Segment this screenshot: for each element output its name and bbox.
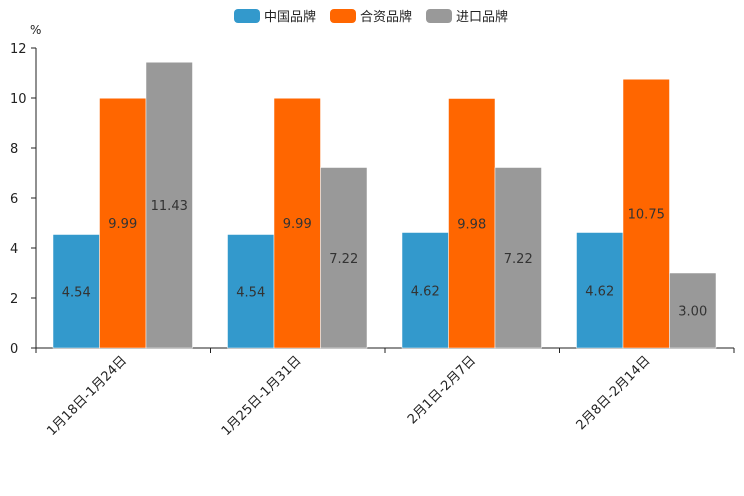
y-tick-label: 8 [10, 142, 18, 157]
bar [494, 167, 542, 349]
x-tick-label: 1月18日-1月24日 [44, 353, 130, 439]
y-axis-unit: % [30, 23, 41, 37]
x-tick-label: 1月25日-1月31日 [219, 353, 305, 439]
data-label: 9.99 [283, 217, 312, 232]
data-label: 4.54 [236, 285, 265, 300]
x-axis: 1月18日-1月24日 1月25日-1月31日 2月1日-2月7日 2月8日-2月14… [35, 347, 735, 439]
legend-swatch [234, 9, 260, 23]
x-tick-label: 2月8日-2月14日 [574, 353, 654, 433]
legend: 中国品牌 合资品牌 进口品牌 [234, 9, 508, 25]
data-label: 10.75 [628, 208, 665, 223]
bar [401, 232, 449, 349]
data-label: 9.99 [108, 217, 137, 232]
y-tick-label: 10 [10, 92, 27, 107]
data-label: 4.62 [585, 284, 614, 299]
bar [273, 98, 321, 349]
data-label: 11.43 [151, 199, 188, 214]
y-tick-label: 4 [10, 242, 18, 257]
y-tick-label: 2 [10, 292, 18, 307]
legend-label: 合资品牌 [360, 9, 412, 25]
legend-swatch [330, 9, 356, 23]
data-label: 4.54 [62, 285, 91, 300]
data-label: 7.22 [504, 252, 533, 267]
y-tick-label: 6 [10, 192, 18, 207]
x-tick-label: 2月1日-2月7日 [405, 353, 479, 427]
data-label: 4.62 [411, 284, 440, 299]
bar [145, 62, 193, 349]
data-label: 3.00 [678, 305, 707, 320]
y-tick-label: 0 [10, 342, 18, 357]
y-axis: 0 2 4 6 8 10 12 [10, 42, 37, 357]
bar [669, 272, 717, 349]
data-label: 9.98 [457, 217, 486, 232]
bar [448, 98, 496, 349]
y-tick-label: 12 [10, 42, 27, 57]
bar [320, 167, 368, 349]
bar [622, 79, 670, 349]
data-label: 7.22 [329, 252, 358, 267]
legend-label: 中国品牌 [264, 9, 316, 25]
bars: 4.54 4.54 4.62 4.62 9.99 9.99 9.98 10.75 11.43 7.… [52, 62, 717, 349]
bar [99, 98, 147, 349]
legend-swatch [426, 9, 452, 23]
legend-label: 进口品牌 [456, 9, 508, 25]
